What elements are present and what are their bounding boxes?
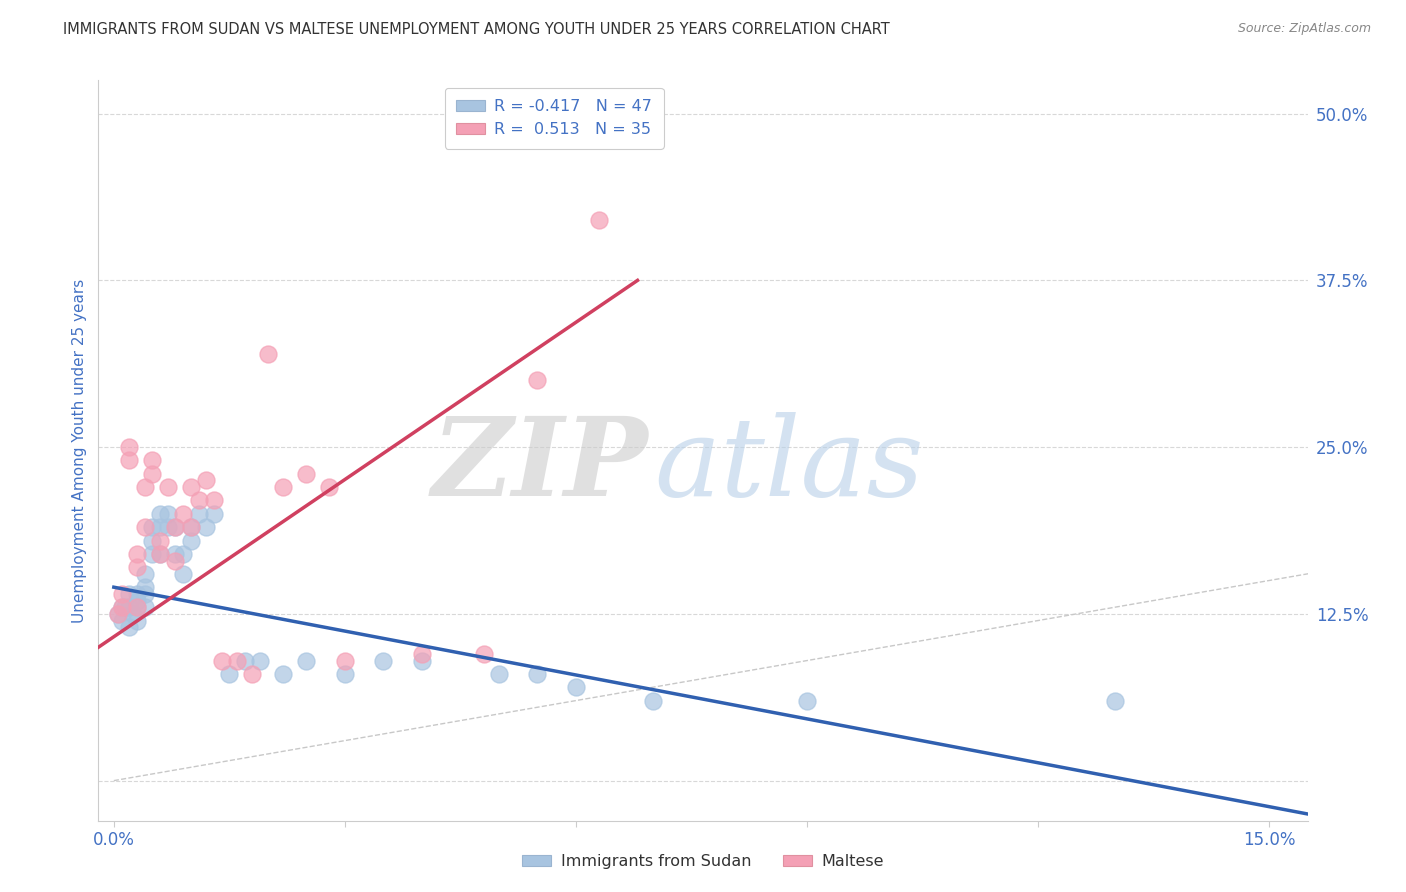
Point [526,373,548,387]
Point [125,587,148,601]
Point [134,480,156,494]
Point [333,654,356,668]
Point [1104,693,1126,707]
Point [134,520,156,534]
Point [118,440,141,454]
Point [134,587,156,601]
Legend: R = -0.417   N = 47, R =  0.513   N = 35: R = -0.417 N = 47, R = 0.513 N = 35 [444,88,664,149]
Point [187,507,209,521]
Point [118,587,141,601]
Text: IMMIGRANTS FROM SUDAN VS MALTESE UNEMPLOYMENT AMONG YOUTH UNDER 25 YEARS CORRELA: IMMIGRANTS FROM SUDAN VS MALTESE UNEMPLO… [63,22,890,37]
Point [125,600,148,615]
Point [114,600,136,615]
Point [202,507,225,521]
Point [202,493,225,508]
Point [141,533,163,548]
Point [295,467,318,481]
Point [165,520,187,534]
Point [134,600,156,615]
Point [565,680,588,694]
Point [149,520,172,534]
Legend: Immigrants from Sudan, Maltese: Immigrants from Sudan, Maltese [516,847,890,875]
Point [118,600,141,615]
Point [125,614,148,628]
Point [249,654,271,668]
Point [125,593,148,607]
Point [122,607,145,621]
Text: Source: ZipAtlas.com: Source: ZipAtlas.com [1237,22,1371,36]
Point [187,493,209,508]
Point [180,480,202,494]
Point [107,607,129,621]
Point [195,474,218,488]
Point [242,666,264,681]
Point [125,560,148,574]
Point [141,520,163,534]
Point [411,654,433,668]
Point [110,614,132,628]
Point [141,453,163,467]
Point [472,647,495,661]
Point [172,507,194,521]
Point [257,347,280,361]
Point [118,620,141,634]
Y-axis label: Unemployment Among Youth under 25 years: Unemployment Among Youth under 25 years [72,278,87,623]
Point [141,547,163,561]
Point [165,520,187,534]
Point [172,566,194,581]
Point [141,467,163,481]
Point [165,553,187,567]
Point [156,480,179,494]
Point [195,520,218,534]
Point [271,480,294,494]
Point [134,566,156,581]
Point [211,654,233,668]
Point [796,693,818,707]
Text: ZIP: ZIP [432,411,648,519]
Point [118,453,141,467]
Point [180,520,202,534]
Point [134,580,156,594]
Point [149,547,172,561]
Point [526,666,548,681]
Point [295,654,318,668]
Point [333,666,356,681]
Point [107,607,129,621]
Point [226,654,249,668]
Point [149,533,172,548]
Point [488,666,510,681]
Point [641,693,664,707]
Point [149,507,172,521]
Point [165,547,187,561]
Point [125,547,148,561]
Point [156,507,179,521]
Point [218,666,240,681]
Point [125,600,148,615]
Point [110,600,132,615]
Text: atlas: atlas [655,411,924,519]
Point [373,654,395,668]
Point [172,547,194,561]
Point [180,533,202,548]
Point [411,647,433,661]
Point [588,213,610,227]
Point [110,587,132,601]
Point [110,600,132,615]
Point [233,654,256,668]
Point [149,547,172,561]
Point [180,520,202,534]
Point [271,666,294,681]
Point [318,480,340,494]
Point [156,520,179,534]
